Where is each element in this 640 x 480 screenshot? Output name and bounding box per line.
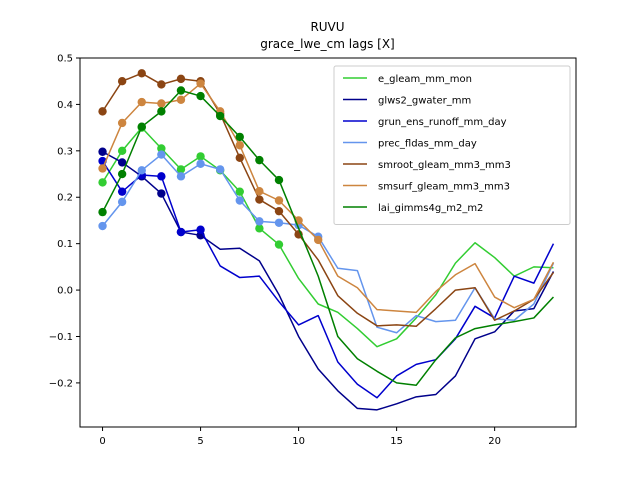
data-point xyxy=(176,95,186,104)
series-line xyxy=(102,151,555,411)
data-point xyxy=(137,122,146,131)
data-point xyxy=(313,235,323,245)
data-point xyxy=(176,227,186,237)
data-point xyxy=(117,77,127,86)
data-point xyxy=(274,175,284,185)
x-axis: 0 5 10 15 20 xyxy=(99,427,501,447)
series-line xyxy=(101,89,555,386)
data-point xyxy=(215,165,225,174)
data-point xyxy=(117,187,127,196)
data-point xyxy=(98,147,107,156)
data-point xyxy=(196,152,205,161)
series-layer xyxy=(98,69,555,411)
data-point xyxy=(137,166,146,175)
data-point xyxy=(157,172,166,181)
series-smsurf_gleam_mm3_mm3 xyxy=(98,79,555,314)
data-point xyxy=(215,111,225,121)
legend-label: smsurf_gleam_mm3_mm3 xyxy=(378,182,510,193)
data-point xyxy=(196,91,205,101)
y-axis: −0.2 −0.1 0.0 0.1 0.2 0.3 0.4 0.5 xyxy=(49,54,80,389)
data-point xyxy=(196,79,205,88)
data-point xyxy=(117,197,127,207)
y-tick-label: 0.2 xyxy=(57,193,73,204)
legend-label: lai_gimms4g_m2_m2 xyxy=(378,203,483,214)
legend-label: grun_ens_runoff_mm_day xyxy=(378,117,507,128)
data-point xyxy=(235,196,244,205)
data-point xyxy=(98,221,107,231)
data-point xyxy=(255,195,264,204)
data-point xyxy=(274,218,284,227)
y-tick-label: 0.4 xyxy=(57,100,73,111)
legend-frame xyxy=(333,65,571,225)
data-point xyxy=(274,196,284,205)
data-point xyxy=(235,153,244,162)
data-point xyxy=(98,164,107,173)
data-point xyxy=(98,207,107,217)
data-point xyxy=(176,172,186,181)
data-point xyxy=(157,144,166,153)
data-point xyxy=(117,118,127,128)
data-point xyxy=(255,224,264,233)
y-tick-label: −0.2 xyxy=(49,378,73,389)
series-line xyxy=(101,160,555,399)
data-point xyxy=(117,146,127,156)
data-point xyxy=(274,240,284,249)
data-point xyxy=(196,225,205,234)
data-point xyxy=(157,150,166,159)
data-point xyxy=(176,165,186,174)
y-tick-label: −0.1 xyxy=(49,332,73,343)
y-tick-label: 0.1 xyxy=(57,239,73,250)
data-point xyxy=(137,97,146,107)
plot-frame xyxy=(79,57,577,428)
data-point xyxy=(98,107,107,116)
y-tick-label: 0.0 xyxy=(57,286,73,297)
data-point xyxy=(235,132,244,142)
y-tick-label: 0.5 xyxy=(57,54,73,65)
data-point xyxy=(157,107,166,116)
x-tick-label: 20 xyxy=(488,436,501,447)
legend-label: prec_fldas_mm_day xyxy=(378,139,477,150)
data-point xyxy=(157,80,166,89)
x-tick-label: 10 xyxy=(292,436,305,447)
data-point xyxy=(196,159,205,169)
x-tick-label: 0 xyxy=(99,436,105,447)
data-point xyxy=(157,189,166,198)
data-point xyxy=(255,187,264,196)
y-tick-label: 0.3 xyxy=(57,146,73,157)
legend-label: smroot_gleam_mm3_mm3 xyxy=(378,160,511,171)
data-point xyxy=(117,169,127,179)
chart-subtitle: grace_lwe_cm lags [X] xyxy=(260,37,394,51)
series-lai_gimms4g_m2_m2 xyxy=(98,86,555,386)
data-point xyxy=(274,206,284,216)
legend-label: e_gleam_mm_mon xyxy=(378,74,472,85)
x-tick-label: 15 xyxy=(390,436,403,447)
legend: e_gleam_mm_mon glws2_gwater_mm grun_ens_ru… xyxy=(333,65,571,225)
data-point xyxy=(98,178,107,187)
data-point xyxy=(176,86,186,95)
data-point xyxy=(117,158,127,167)
legend-label: glws2_gwater_mm xyxy=(378,96,471,107)
data-point xyxy=(235,141,244,150)
data-point xyxy=(235,187,244,196)
data-point xyxy=(255,217,264,226)
chart-title: RUVU xyxy=(310,20,344,34)
data-point xyxy=(137,69,146,78)
data-point xyxy=(176,74,186,84)
data-point xyxy=(255,155,264,165)
x-tick-label: 5 xyxy=(197,436,203,447)
data-point xyxy=(157,99,166,108)
